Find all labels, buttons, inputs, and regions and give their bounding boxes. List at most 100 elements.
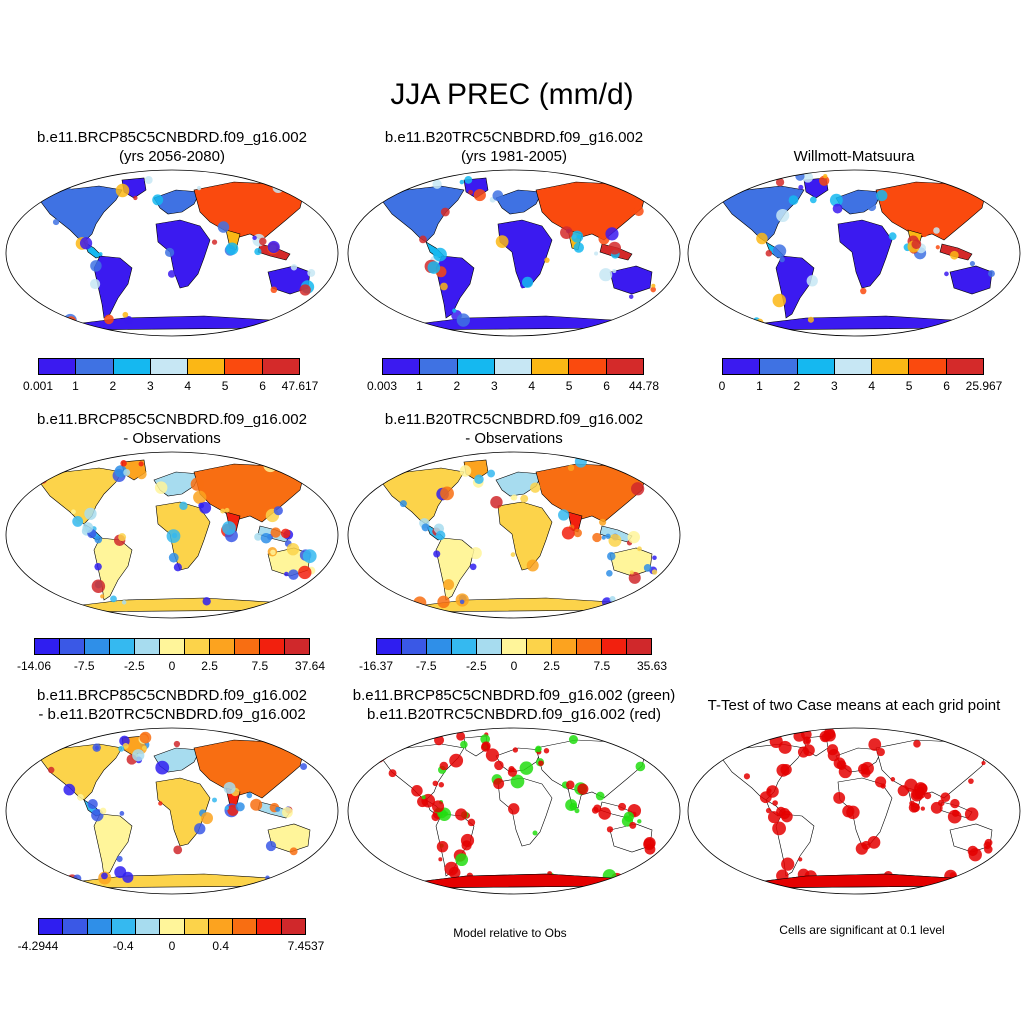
grid-cell-blob [270, 549, 276, 556]
colorbar-swatch [606, 359, 643, 374]
colorbar-swatch [477, 639, 502, 654]
colorbar-tick-label: 2 [109, 379, 117, 393]
grid-cell-blob [290, 264, 298, 271]
grid-cell-blob [459, 465, 472, 477]
grid-cell-blob [63, 783, 76, 796]
precip-map [687, 169, 1021, 337]
colorbar: -14.06 -7.5 -2.5 0 2.5 7.5 37.64 [17, 638, 325, 678]
grid-cell-blob [280, 880, 288, 888]
colorbar-swatch [185, 639, 210, 654]
landmass [497, 219, 553, 289]
significance-map [347, 727, 681, 895]
colorbar-swatch [402, 639, 427, 654]
colorbar-tick-label: 3 [490, 379, 498, 393]
landmass [379, 185, 465, 243]
grid-cell-blob [52, 218, 60, 226]
colorbar-swatch [452, 639, 477, 654]
grid-cell-blob [452, 308, 457, 313]
panel-title-line2: (yrs 2056-2080) [119, 148, 225, 165]
colorbar-swatch [208, 919, 234, 934]
colorbar-swatch [760, 359, 798, 374]
grid-cell-blob [956, 884, 968, 894]
colorbar: -4.2944 -0.4 0 0.4 7.4537 [18, 918, 324, 958]
grid-cell-blob [944, 271, 949, 277]
colorbar-swatch [76, 359, 114, 374]
grid-cell-blob [819, 175, 830, 186]
grid-cell-blob [438, 782, 445, 788]
colorbar-tick-label: 37.64 [294, 659, 326, 673]
colorbar-tick-label: 35.63 [636, 659, 668, 673]
colorbar-swatch [457, 359, 495, 374]
colorbar-swatch [527, 639, 552, 654]
grid-cell-blob [104, 314, 114, 325]
grid-cell-blob [519, 761, 534, 775]
colorbar-swatch [494, 359, 533, 374]
map-boundary [5, 451, 339, 619]
grid-cell-blob [480, 734, 491, 744]
colorbar-swatch [285, 639, 309, 654]
grid-cell-blob [122, 743, 129, 750]
grid-cell-blob [122, 311, 129, 318]
grid-cell-blob [651, 569, 658, 575]
colorbar-tick-label: 6 [603, 379, 610, 393]
grid-cell-blob [298, 565, 312, 580]
grid-cell-blob [460, 740, 468, 749]
grid-cell-blob [455, 808, 468, 821]
grid-cell-blob [802, 172, 814, 183]
grid-cell-blob [952, 881, 964, 893]
colorbar-swatch [188, 359, 226, 374]
grid-cell-blob [432, 780, 439, 787]
grid-cell-blob [510, 495, 515, 501]
panel-title-line1: b.e11.BRCP85C5CNBDRD.f09_g16.002 (green) [352, 687, 676, 704]
grid-cell-blob [493, 778, 505, 790]
colorbar-tick-label: 0 [168, 659, 176, 673]
colorbar-swatch [110, 639, 135, 654]
grid-cell-blob [456, 731, 466, 741]
grid-cell-blob [193, 490, 207, 504]
grid-cell-blob [532, 830, 538, 836]
grid-cell-blob [737, 740, 747, 749]
colorbar-swatch [532, 359, 570, 374]
grid-cell-blob [250, 798, 263, 811]
colorbar-tick-label: 0 [168, 939, 176, 953]
grid-cell-blob [510, 552, 516, 557]
grid-cell-blob [267, 240, 280, 254]
colorbar-swatch [210, 639, 235, 654]
grid-cell-blob [115, 183, 130, 198]
colorbar-swatch [160, 639, 185, 654]
grid-cell-blob [139, 731, 152, 744]
colorbar-swatch [87, 919, 112, 934]
colorbar-tick-label: 1 [416, 379, 423, 393]
grid-cell-blob [508, 803, 520, 815]
colorbar-swatch [377, 639, 402, 654]
colorbar-tick-label: -14.06 [16, 659, 52, 673]
colorbar-swatch [39, 919, 64, 934]
colorbar-tick-label: 2 [453, 379, 461, 393]
grid-cell-blob [924, 792, 932, 800]
grid-cell-blob [772, 821, 786, 836]
grid-cell-blob [201, 812, 213, 825]
colorbar-swatch [909, 359, 947, 374]
map-boundary [687, 727, 1021, 895]
colorbar-tick-label: 7.5 [251, 659, 269, 673]
colorbar-swatch [235, 639, 260, 654]
grid-cell-blob [964, 807, 979, 821]
grid-cell-blob [303, 188, 312, 197]
colorbar-tick-label: 0.4 [212, 939, 230, 953]
grid-cell-blob [118, 745, 125, 752]
grid-cell-blob [87, 798, 98, 810]
grid-cell-blob [981, 760, 986, 766]
map-boundary [687, 169, 1021, 337]
grid-cell-blob [284, 571, 289, 577]
grid-cell-blob [54, 323, 66, 334]
colorbar-tick-label: 5 [221, 379, 229, 393]
grid-cell-blob [911, 789, 923, 800]
grid-cell-blob [573, 242, 584, 253]
colorbar-swatch [569, 359, 607, 374]
grid-cell-blob [94, 562, 102, 571]
grid-cell-blob [935, 245, 940, 250]
colorbar-tick-label: 7.4537 [287, 939, 325, 953]
grid-cell-blob [98, 252, 103, 257]
landmass [949, 265, 993, 295]
grid-cell-blob [746, 322, 756, 332]
